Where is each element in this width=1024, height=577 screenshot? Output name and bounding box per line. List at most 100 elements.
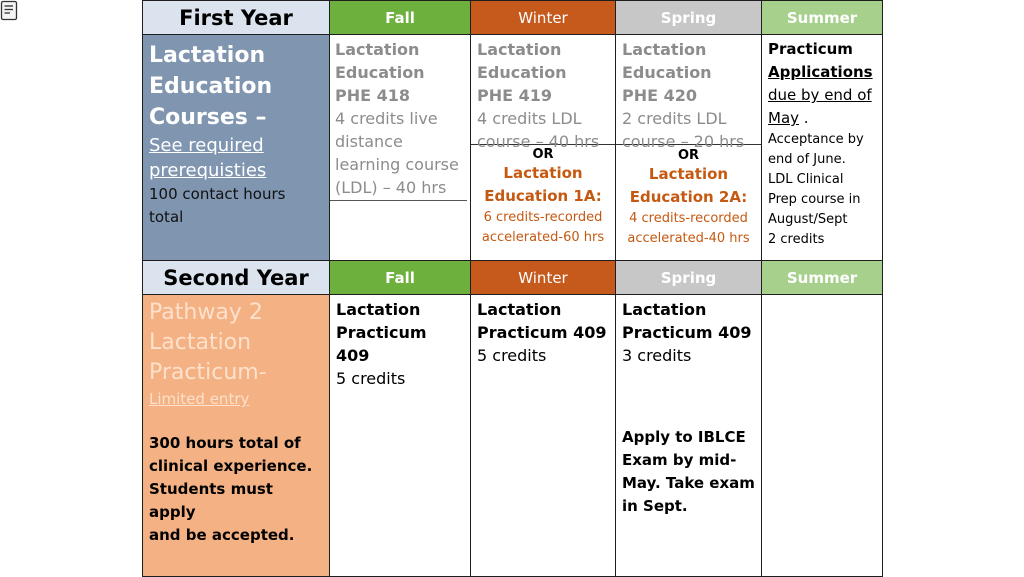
alternate-detail-line: 4 credits-recorded xyxy=(629,211,748,226)
course-detail-line: (LDL) – 40 hrs xyxy=(335,178,447,197)
practicum-credits: 5 credits xyxy=(336,369,406,388)
practicum-credits: 3 credits xyxy=(622,346,692,365)
clinical-hours-line: Students must apply xyxy=(149,480,273,521)
practicum-course-code: Practicum 409 xyxy=(477,323,607,342)
summer-practicum-cell: Practicum Applications due by end of May… xyxy=(761,34,883,261)
alternate-detail-line: 6 credits-recorded xyxy=(483,210,603,225)
applications-link[interactable]: Applications xyxy=(768,63,873,81)
first-year-winter-header: Winter xyxy=(470,0,616,35)
exam-note-line: Apply to IBLCE xyxy=(622,428,746,446)
practicum-heading: Practicum xyxy=(768,40,853,58)
practicum-winter-cell: Lactation Practicum 409 5 credits xyxy=(470,294,616,577)
second-year-summer-header: Summer xyxy=(761,260,883,295)
practicum-spring-cell: Lactation Practicum 409 3 credits Apply … xyxy=(615,294,762,577)
clinical-hours-line: clinical experience. xyxy=(149,457,313,475)
notes-icon[interactable] xyxy=(0,0,19,22)
exam-note-line: in Sept. xyxy=(622,497,688,515)
deadline-month: May xyxy=(768,109,800,127)
practicum-credits: 5 credits xyxy=(477,346,547,365)
deadline-month-suffix: . xyxy=(799,109,809,127)
exam-note-line: May. Take exam xyxy=(622,474,755,492)
course-detail-line: 2 credits LDL xyxy=(622,109,727,128)
clinical-hours-text: 300 hours total of clinical experience. … xyxy=(149,432,323,547)
practicum-title-line: Lactation xyxy=(336,300,421,319)
clinical-hours-line: 300 hours total of xyxy=(149,434,301,452)
second-year-content-row: Pathway 2 Lactation Practicum- Limited e… xyxy=(142,294,883,577)
alternate-course-title: Lactation Education 1A: xyxy=(472,162,615,208)
course-title-line: Education xyxy=(477,63,567,82)
summer-detail-line: end of June. xyxy=(768,152,846,167)
summer-detail-line: August/Sept xyxy=(768,212,848,227)
second-year-header-row: Second Year Fall Winter Spring Summer xyxy=(142,260,883,295)
iblce-exam-note: Apply to IBLCE Exam by mid- May. Take ex… xyxy=(622,426,755,518)
course-title-line: Lactation xyxy=(335,40,420,59)
phe420-cell: Lactation Education PHE 420 2 credits LD… xyxy=(615,34,762,261)
course-code: PHE 420 xyxy=(622,86,698,105)
education-title-line: Courses – xyxy=(149,105,267,130)
alternate-detail-line: accelerated-60 hrs xyxy=(481,230,605,245)
course-title-line: Lactation xyxy=(477,40,562,59)
summer-detail-line: LDL Clinical xyxy=(768,172,844,187)
clinical-hours-line: and be accepted. xyxy=(149,526,295,544)
practicum-title-line: Lactation xyxy=(477,300,562,319)
contact-hours-line: total xyxy=(149,208,184,226)
course-title-line: Education xyxy=(622,63,712,82)
alternate-course-detail: 6 credits-recorded accelerated-60 hrs xyxy=(472,208,615,248)
limited-entry-link[interactable]: Limited entry xyxy=(149,390,250,408)
education-title-line: Lactation xyxy=(149,43,266,68)
alternate-title-line: Lactation xyxy=(648,165,729,183)
contact-hours-line: 100 contact hours xyxy=(149,185,286,203)
course-code: PHE 418 xyxy=(335,86,411,105)
or-separator: OR xyxy=(677,148,700,163)
alternate-title-line: Education 1A: xyxy=(484,187,602,205)
second-year-winter-header: Winter xyxy=(470,260,616,295)
alternate-detail-line: accelerated-40 hrs xyxy=(627,231,750,246)
deadline-month-line: May . xyxy=(768,107,876,130)
second-year-fall-header: Fall xyxy=(329,260,471,295)
first-year-header-row: First Year Fall Winter Spring Summer xyxy=(142,0,883,35)
summer-detail-line: 2 credits xyxy=(768,232,825,247)
prerequisites-link-line[interactable]: See required xyxy=(149,135,264,156)
course-code: PHE 419 xyxy=(477,86,553,105)
second-year-spring-header: Spring xyxy=(615,260,762,295)
practicum-fall-cell: Lactation Practicum 409 5 credits xyxy=(329,294,471,577)
first-year-content-row: Lactation Education Courses – See requir… xyxy=(142,34,883,261)
program-schedule-table: First Year Fall Winter Spring Summer Lac… xyxy=(142,0,883,577)
prerequisites-link-line[interactable]: prerequisties xyxy=(149,160,267,181)
practicum-summer-cell xyxy=(761,294,883,577)
practicum-title-line: Lactation xyxy=(622,300,707,319)
practicum-block: Pathway 2 Lactation Practicum- Limited e… xyxy=(142,294,330,577)
practicum-course-code: Practicum 409 xyxy=(336,323,427,365)
summer-detail-line: Acceptance by xyxy=(768,132,864,147)
course-detail-line: 4 credits LDL xyxy=(477,109,582,128)
exam-note-line: Exam by mid- xyxy=(622,451,737,469)
education-courses-title: Lactation Education Courses – xyxy=(149,40,323,133)
education-courses-block: Lactation Education Courses – See requir… xyxy=(142,34,330,261)
first-year-summer-header: Summer xyxy=(761,0,883,35)
first-year-label: First Year xyxy=(142,0,330,35)
course-title-line: Lactation xyxy=(622,40,707,59)
alternate-course-title: Lactation Education 2A: xyxy=(617,163,761,209)
alternate-title-line: Lactation xyxy=(503,164,583,182)
alternate-course-detail: 4 credits-recorded accelerated-40 hrs xyxy=(617,209,761,249)
course-title-line: Education xyxy=(335,63,425,82)
or-separator: OR xyxy=(532,147,554,162)
course-detail-line: course – 40 hrs xyxy=(477,132,600,151)
course-detail-line: distance xyxy=(335,132,403,151)
pathway-title-line: Pathway 2 xyxy=(149,300,263,325)
phe419-cell: Lactation Education PHE 419 4 credits LD… xyxy=(470,34,616,261)
pathway-title-line: Practicum- xyxy=(149,360,267,385)
prerequisites-link[interactable]: See required prerequisties xyxy=(149,133,323,183)
first-year-spring-header: Spring xyxy=(615,0,762,35)
phe418-cell: Lactation Education PHE 418 4 credits li… xyxy=(329,34,471,261)
first-year-fall-header: Fall xyxy=(329,0,471,35)
alternate-title-line: Education 2A: xyxy=(629,188,748,206)
pathway-title-line: Lactation xyxy=(149,330,252,355)
practicum-course-code: Practicum 409 xyxy=(622,323,752,342)
course-detail-line: learning course xyxy=(335,155,459,174)
summer-detail-line: Prep course in xyxy=(768,192,861,207)
course-detail-line: course – 20 hrs xyxy=(622,132,745,151)
education-title-line: Education xyxy=(149,74,273,99)
second-year-label: Second Year xyxy=(142,260,330,295)
course-detail-line: 4 credits live xyxy=(335,109,438,128)
